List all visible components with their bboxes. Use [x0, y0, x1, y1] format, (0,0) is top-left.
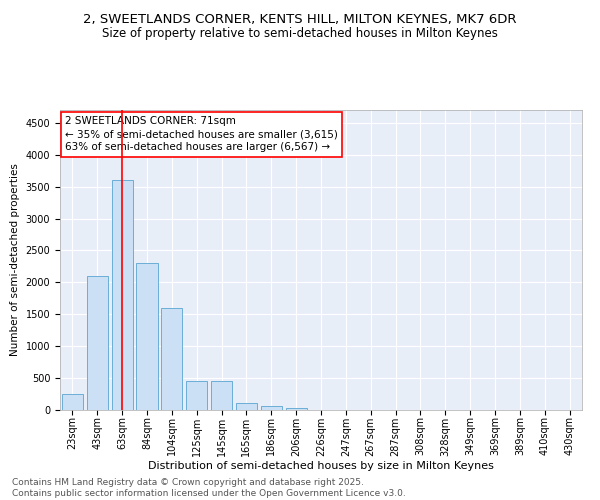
- Bar: [236, 403, 257, 410]
- Bar: [211, 382, 232, 410]
- Bar: [186, 382, 207, 410]
- Bar: [87, 276, 108, 410]
- Text: 2 SWEETLANDS CORNER: 71sqm
← 35% of semi-detached houses are smaller (3,615)
63%: 2 SWEETLANDS CORNER: 71sqm ← 35% of semi…: [65, 116, 338, 152]
- X-axis label: Distribution of semi-detached houses by size in Milton Keynes: Distribution of semi-detached houses by …: [148, 461, 494, 471]
- Text: Contains HM Land Registry data © Crown copyright and database right 2025.
Contai: Contains HM Land Registry data © Crown c…: [12, 478, 406, 498]
- Bar: [261, 406, 282, 410]
- Text: 2, SWEETLANDS CORNER, KENTS HILL, MILTON KEYNES, MK7 6DR: 2, SWEETLANDS CORNER, KENTS HILL, MILTON…: [83, 12, 517, 26]
- Bar: [136, 263, 158, 410]
- Text: Size of property relative to semi-detached houses in Milton Keynes: Size of property relative to semi-detach…: [102, 28, 498, 40]
- Bar: [286, 408, 307, 410]
- Bar: [161, 308, 182, 410]
- Bar: [62, 394, 83, 410]
- Y-axis label: Number of semi-detached properties: Number of semi-detached properties: [10, 164, 20, 356]
- Bar: [112, 180, 133, 410]
